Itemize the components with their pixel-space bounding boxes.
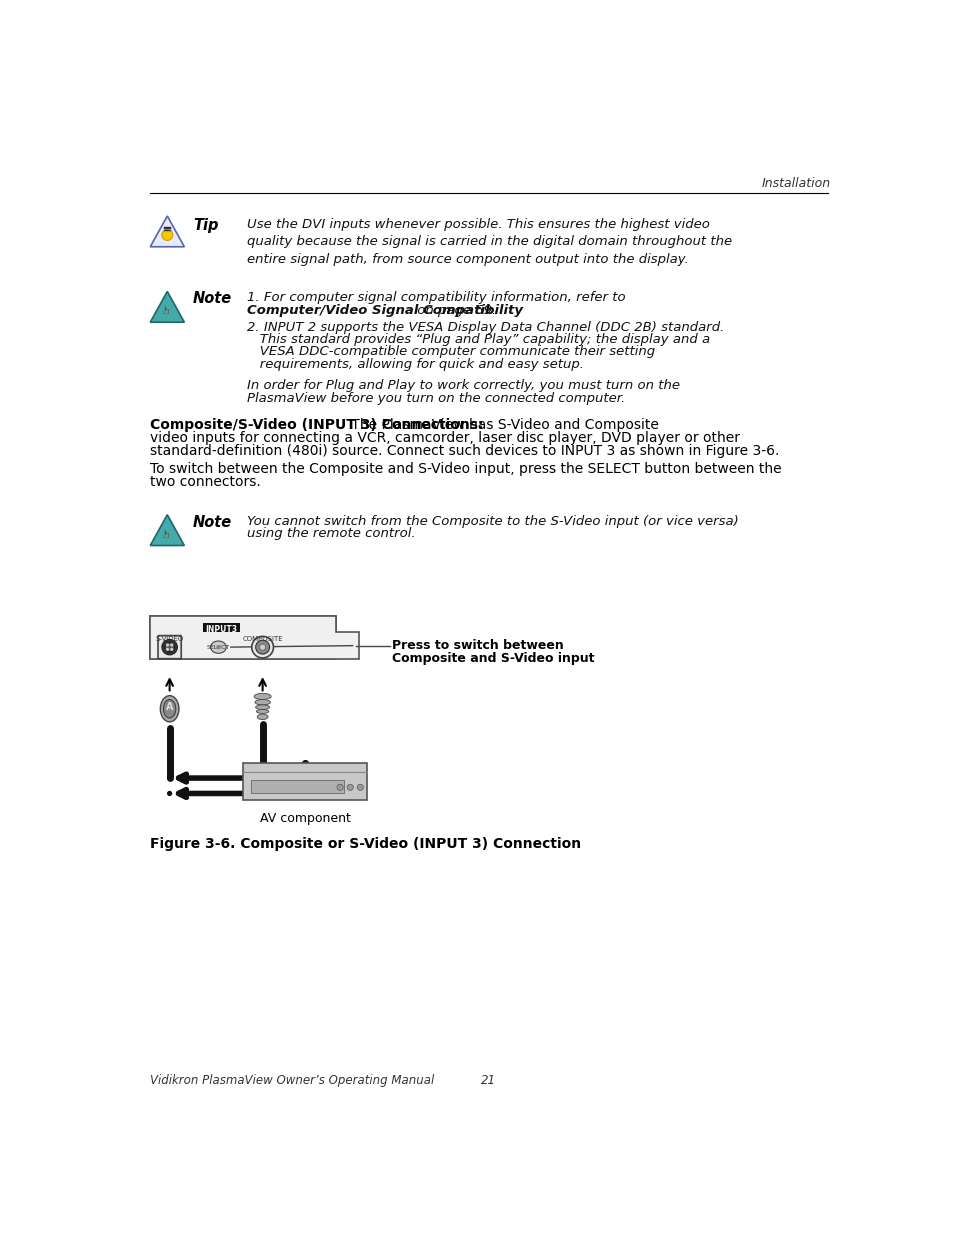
Text: 2. INPUT 2 supports the VESA Display Data Channel (DDC 2B) standard.: 2. INPUT 2 supports the VESA Display Dat… xyxy=(247,321,723,333)
Circle shape xyxy=(259,645,266,651)
Ellipse shape xyxy=(211,641,226,653)
Ellipse shape xyxy=(253,693,271,699)
Ellipse shape xyxy=(254,699,270,705)
Text: To switch between the Composite and S-Video input, press the SELECT button betwe: To switch between the Composite and S-Vi… xyxy=(150,462,781,477)
Text: Press to switch between: Press to switch between xyxy=(392,640,563,652)
Text: The PlasmaView has S-Video and Composite: The PlasmaView has S-Video and Composite xyxy=(347,417,659,432)
Circle shape xyxy=(303,792,307,795)
Text: You cannot switch from the Composite to the S-Video input (or vice versa): You cannot switch from the Composite to … xyxy=(247,515,739,527)
Text: Computer/Video Signal Compatibility: Computer/Video Signal Compatibility xyxy=(247,304,522,316)
Polygon shape xyxy=(150,216,184,247)
Text: Installation: Installation xyxy=(760,178,830,190)
Circle shape xyxy=(356,784,363,790)
Text: This standard provides “Plug and Play” capability; the display and a: This standard provides “Plug and Play” c… xyxy=(247,333,709,346)
Text: standard-definition (480i) source. Connect such devices to INPUT 3 as shown in F: standard-definition (480i) source. Conne… xyxy=(150,443,779,458)
Circle shape xyxy=(167,645,168,646)
Ellipse shape xyxy=(256,710,269,714)
FancyBboxPatch shape xyxy=(243,763,367,799)
Text: Composite and S-Video input: Composite and S-Video input xyxy=(392,652,594,664)
Polygon shape xyxy=(150,291,184,322)
Text: AV component: AV component xyxy=(259,811,351,825)
Text: COMPOSITE: COMPOSITE xyxy=(242,636,283,642)
Text: ☞: ☞ xyxy=(162,304,172,314)
Circle shape xyxy=(252,636,274,658)
Circle shape xyxy=(171,648,172,651)
FancyBboxPatch shape xyxy=(203,622,240,632)
Circle shape xyxy=(168,776,172,781)
Text: Note: Note xyxy=(193,291,232,306)
Polygon shape xyxy=(150,515,184,546)
Circle shape xyxy=(167,648,168,651)
Polygon shape xyxy=(150,616,359,658)
Text: requirements, allowing for quick and easy setup.: requirements, allowing for quick and eas… xyxy=(247,358,583,370)
Text: Note: Note xyxy=(193,515,232,530)
Text: Vidikron PlasmaView Owner’s Operating Manual: Vidikron PlasmaView Owner’s Operating Ma… xyxy=(150,1073,434,1087)
Text: A: A xyxy=(166,703,173,713)
Circle shape xyxy=(171,645,172,646)
Circle shape xyxy=(255,640,270,655)
FancyBboxPatch shape xyxy=(251,779,344,793)
Circle shape xyxy=(216,646,220,648)
Text: Tip: Tip xyxy=(193,217,218,232)
Ellipse shape xyxy=(257,714,268,720)
Circle shape xyxy=(303,776,307,781)
Text: PlasmaView before you turn on the connected computer.: PlasmaView before you turn on the connec… xyxy=(247,391,625,405)
Ellipse shape xyxy=(160,695,179,721)
Text: SELECT: SELECT xyxy=(207,645,230,650)
Text: VESA DDC-compatible computer communicate their setting: VESA DDC-compatible computer communicate… xyxy=(247,346,655,358)
Text: 1. For computer signal compatibility information, refer to: 1. For computer signal compatibility inf… xyxy=(247,291,625,304)
Ellipse shape xyxy=(163,699,175,718)
Text: using the remote control.: using the remote control. xyxy=(247,527,416,540)
Text: Figure 3-6. Composite or S-Video (INPUT 3) Connection: Figure 3-6. Composite or S-Video (INPUT … xyxy=(150,837,580,851)
Text: In order for Plug and Play to work correctly, you must turn on the: In order for Plug and Play to work corre… xyxy=(247,379,679,393)
Circle shape xyxy=(162,230,172,241)
FancyBboxPatch shape xyxy=(150,616,335,658)
Text: Composite/S-Video (INPUT 3) Connections:: Composite/S-Video (INPUT 3) Connections: xyxy=(150,417,483,432)
Text: two connectors.: two connectors. xyxy=(150,475,261,489)
Text: Use the DVI inputs whenever possible. This ensures the highest video
quality bec: Use the DVI inputs whenever possible. Th… xyxy=(247,217,732,266)
Text: on page 69.: on page 69. xyxy=(412,304,496,316)
Text: 21: 21 xyxy=(481,1073,496,1087)
Circle shape xyxy=(168,792,172,795)
FancyBboxPatch shape xyxy=(158,636,181,658)
Text: INPUT3: INPUT3 xyxy=(205,625,237,634)
Text: video inputs for connecting a VCR, camcorder, laser disc player, DVD player or o: video inputs for connecting a VCR, camco… xyxy=(150,431,740,445)
Ellipse shape xyxy=(255,705,270,710)
Text: S-VIDEO: S-VIDEO xyxy=(155,636,184,642)
Circle shape xyxy=(347,784,353,790)
Circle shape xyxy=(165,642,174,652)
Text: ☞: ☞ xyxy=(162,526,172,537)
Circle shape xyxy=(336,784,343,790)
Circle shape xyxy=(162,640,177,655)
